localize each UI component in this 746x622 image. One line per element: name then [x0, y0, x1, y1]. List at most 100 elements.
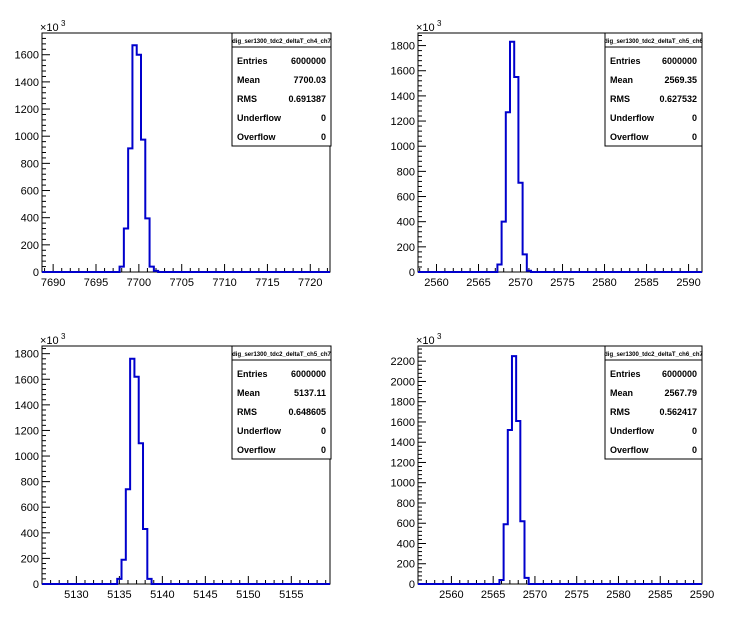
x-tick-label: 2575: [550, 277, 574, 289]
stats-title: dig_ser1300_tdc2_deltaT_ch5_ch6: [604, 39, 703, 45]
y-tick-label: 2000: [391, 376, 415, 388]
y-tick-label: 400: [397, 538, 415, 550]
y-tick-label: 1400: [391, 91, 415, 103]
stats-label: Overflow: [237, 132, 277, 142]
x-tick-label: 2560: [424, 277, 448, 289]
stats-value: 0: [321, 113, 326, 123]
x-tick-label: 2580: [606, 589, 630, 601]
stats-value: 2567.79: [664, 388, 697, 398]
stats-label: RMS: [610, 407, 630, 417]
y-tick-label: 1000: [15, 131, 39, 143]
y-tick-label: 400: [397, 217, 415, 229]
y-tick-label: 200: [397, 559, 415, 571]
stats-value: 6000000: [662, 56, 697, 66]
x-tick-label: 7705: [169, 277, 193, 289]
y-tick-label: 600: [21, 186, 39, 198]
y-tick-label: 1000: [15, 451, 39, 463]
y-tick-label: 1200: [15, 104, 39, 116]
stats-label: Entries: [610, 56, 641, 66]
y-tick-label: 1600: [391, 66, 415, 78]
y-tick-label: 600: [397, 192, 415, 204]
y-multiplier-label: ×10: [416, 22, 435, 34]
stats-value: 6000000: [291, 56, 326, 66]
stats-box: [231, 345, 332, 460]
stats-label: RMS: [610, 94, 630, 104]
y-tick-label: 1800: [391, 397, 415, 409]
stats-value: 0.648605: [288, 407, 326, 417]
y-multiplier-exponent: 3: [61, 19, 66, 28]
y-multiplier-label: ×10: [40, 335, 59, 347]
x-tick-label: 2575: [564, 589, 588, 601]
y-tick-label: 800: [397, 498, 415, 510]
stats-value: 6000000: [291, 369, 326, 379]
x-tick-label: 5150: [236, 589, 260, 601]
stats-label: Underflow: [237, 113, 282, 123]
stats-title: dig_ser1300_tdc2_deltaT_ch6_ch7: [604, 352, 703, 358]
stats-label: RMS: [237, 94, 257, 104]
x-tick-label: 2560: [439, 589, 463, 601]
stats-label: Underflow: [237, 426, 282, 436]
histogram-panel: 2560 2565 2570 2575 2580 2585 2590 0 200 400 600 80…: [391, 19, 704, 289]
y-tick-label: 1800: [391, 41, 415, 53]
y-tick-label: 800: [397, 166, 415, 178]
y-tick-label: 800: [21, 477, 39, 489]
y-multiplier-exponent: 3: [437, 332, 442, 341]
y-tick-label: 600: [397, 518, 415, 530]
y-tick-label: 200: [21, 553, 39, 565]
stats-label: Entries: [610, 369, 641, 379]
x-tick-label: 2590: [676, 277, 700, 289]
stats-box: [231, 32, 332, 147]
stats-value: 0: [321, 132, 326, 142]
x-tick-label: 7700: [127, 277, 151, 289]
stats-label: Overflow: [610, 132, 650, 142]
y-multiplier-exponent: 3: [437, 19, 442, 28]
stats-value: 0: [692, 113, 697, 123]
histogram-panel: 2560 2565 2570 2575 2580 2585 2590 0 200 400 600 80…: [391, 332, 715, 601]
stats-value: 0: [321, 445, 326, 455]
y-tick-label: 1600: [15, 50, 39, 62]
stats-label: RMS: [237, 407, 257, 417]
y-tick-label: 400: [21, 528, 39, 540]
stats-box: [604, 345, 703, 460]
x-tick-label: 7710: [212, 277, 236, 289]
x-tick-label: 5130: [64, 589, 88, 601]
y-tick-label: 1400: [391, 437, 415, 449]
y-multiplier-label: ×10: [416, 335, 435, 347]
stats-label: Mean: [237, 75, 260, 85]
stats-value: 0: [692, 132, 697, 142]
y-tick-label: 1600: [391, 417, 415, 429]
stats-label: Overflow: [237, 445, 277, 455]
stats-label: Underflow: [610, 113, 655, 123]
y-multiplier-exponent: 3: [61, 332, 66, 341]
stats-label: Mean: [610, 388, 633, 398]
x-tick-label: 2570: [508, 277, 532, 289]
stats-value: 0: [692, 445, 697, 455]
y-tick-label: 1400: [15, 77, 39, 89]
stats-label: Entries: [237, 369, 268, 379]
y-tick-label: 200: [397, 242, 415, 254]
y-tick-label: 1400: [15, 400, 39, 412]
x-tick-label: 2565: [466, 277, 490, 289]
y-tick-label: 200: [21, 240, 39, 252]
stats-label: Underflow: [610, 426, 655, 436]
y-tick-label: 1000: [391, 141, 415, 153]
histogram-outline: [42, 44, 330, 273]
x-tick-label: 2580: [592, 277, 616, 289]
stats-value: 0.691387: [288, 94, 326, 104]
stats-label: Entries: [237, 56, 268, 66]
x-tick-label: 2565: [481, 589, 505, 601]
stats-label: Mean: [237, 388, 260, 398]
x-tick-label: 5145: [193, 589, 217, 601]
x-tick-label: 2570: [523, 589, 547, 601]
x-tick-label: 2585: [634, 277, 658, 289]
y-tick-label: 0: [409, 267, 415, 279]
stats-value: 2569.35: [664, 75, 697, 85]
stats-box: [604, 32, 703, 147]
stats-title: dig_ser1300_tdc2_deltaT_ch5_ch7: [232, 352, 331, 358]
y-tick-label: 1800: [15, 349, 39, 361]
y-multiplier-label: ×10: [40, 22, 59, 34]
x-tick-label: 5140: [150, 589, 174, 601]
y-tick-label: 2200: [391, 356, 415, 368]
x-tick-label: 7690: [41, 277, 65, 289]
x-tick-label: 7720: [298, 277, 322, 289]
